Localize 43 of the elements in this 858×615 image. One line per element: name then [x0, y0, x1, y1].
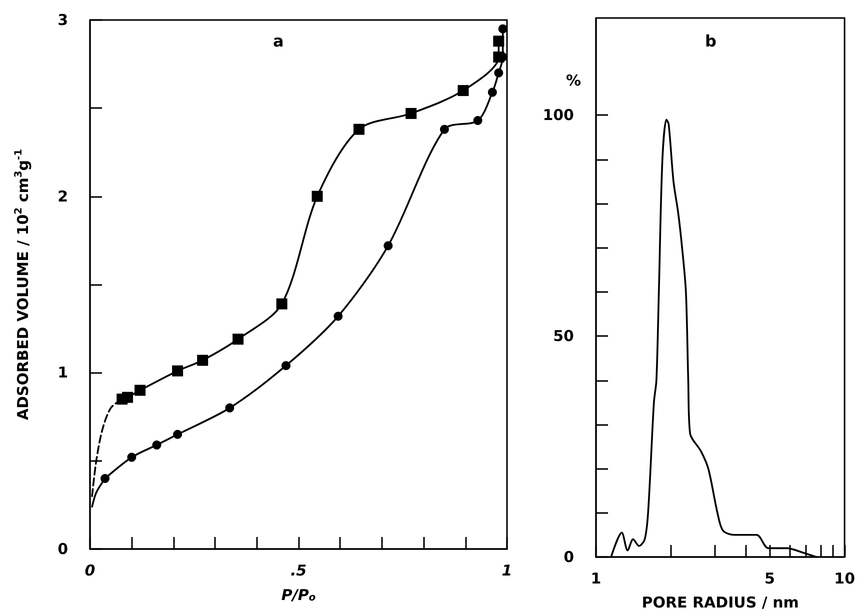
- x-tick-label: 1: [590, 570, 602, 588]
- point: [173, 430, 182, 439]
- text: a: [273, 32, 284, 50]
- y-tick-label: 3: [58, 11, 68, 29]
- y-tick-label: 2: [58, 187, 68, 206]
- point: [473, 116, 482, 126]
- point: [152, 440, 162, 450]
- point: [498, 24, 508, 34]
- y-tick-label: 0: [564, 548, 574, 566]
- point: [134, 384, 146, 396]
- text: b: [705, 32, 716, 50]
- point: [127, 452, 136, 462]
- point: [353, 124, 364, 135]
- point: [488, 88, 497, 97]
- point: [406, 108, 417, 119]
- point: [282, 361, 290, 370]
- x-tick-label: 5: [764, 570, 775, 588]
- y-tick-label: 100: [542, 106, 574, 124]
- point: [493, 36, 504, 47]
- point: [312, 190, 323, 202]
- x-axis-title: PORE RADIUS / nm: [642, 594, 799, 612]
- y-axis-title: %: [566, 72, 582, 90]
- point: [232, 334, 244, 345]
- point: [225, 403, 234, 412]
- x-tick-label: 0: [84, 562, 96, 580]
- point: [197, 354, 208, 366]
- point: [458, 85, 469, 96]
- x-tick-label: 10: [834, 570, 855, 588]
- y-tick-label: 1: [58, 364, 68, 382]
- y-axis-title: ADSORBED VOLUME / 102 cm3g-1: [14, 148, 32, 420]
- point: [100, 474, 110, 483]
- x-tick-label: .5: [290, 562, 307, 580]
- x-axis-title: P/Po: [281, 586, 316, 604]
- point: [172, 365, 184, 376]
- y-tick-label: 0: [58, 540, 68, 558]
- point: [440, 124, 449, 134]
- point: [494, 68, 504, 78]
- y-tick-label: 50: [553, 327, 574, 346]
- point: [122, 392, 134, 403]
- x-tick-label: 1: [502, 562, 512, 580]
- point: [276, 298, 288, 310]
- point: [384, 241, 393, 250]
- point: [334, 312, 343, 321]
